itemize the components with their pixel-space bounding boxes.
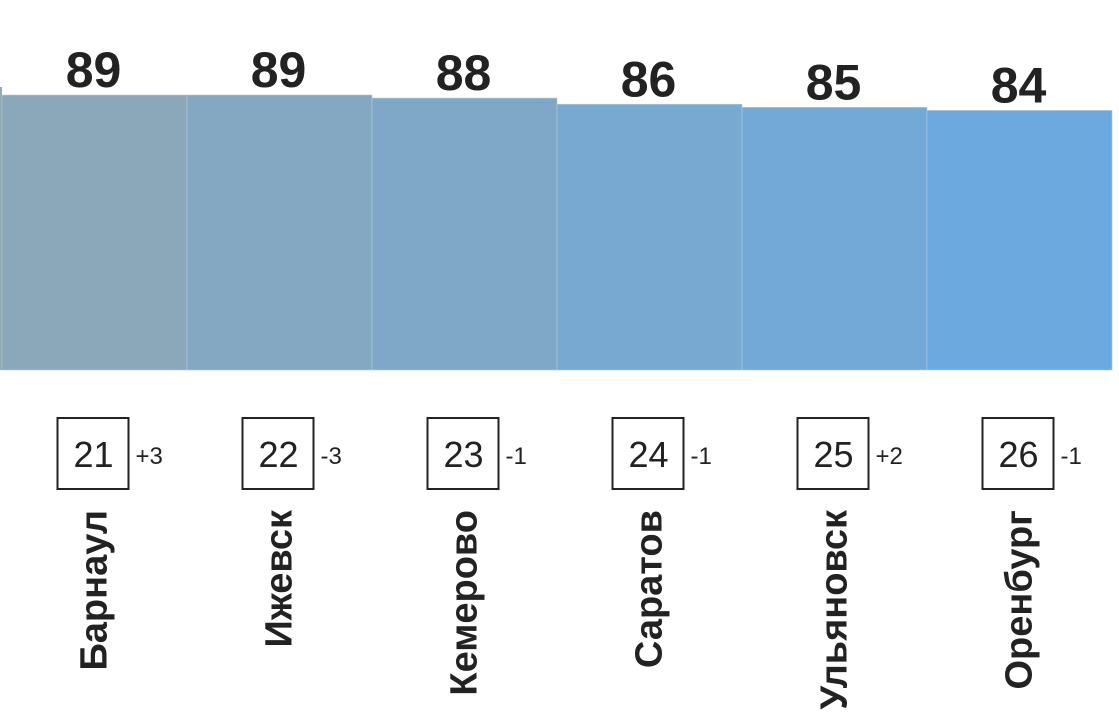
rank-label: 22 [258,434,298,475]
rank-box [426,417,500,490]
category-label: Барнаул [74,510,116,671]
rank-change-label: -1 [1061,443,1082,470]
rank-label: 21 [73,434,113,475]
value-label: 89 [251,42,307,98]
bar [741,107,928,371]
category-label: Саратов [629,510,671,668]
rank-box [796,417,870,490]
bar [556,103,743,371]
rank-change-label: -3 [321,443,342,470]
rank-box [56,417,130,490]
value-label: 88 [436,45,492,101]
rank-change-label: -1 [506,443,527,470]
value-label: 89 [66,42,122,98]
value-label: 86 [621,51,677,107]
rank-label: 23 [443,434,483,475]
value-label: 85 [806,54,862,110]
rank-change-label: -1 [691,443,712,470]
rank-label: 26 [998,434,1038,475]
rank-box [611,417,685,490]
rank-box [241,417,315,490]
rank-label: 25 [813,434,853,475]
rank-change-label: +3 [136,443,163,470]
category-label: Ижевск [259,509,301,647]
rank-box [981,417,1055,490]
bar [1,94,188,371]
category-label: Ульяновск [814,509,856,710]
bar [371,97,558,371]
bar [926,110,1113,371]
value-label: 84 [991,57,1047,113]
bar [186,94,373,371]
category-label: Оренбург [999,510,1041,690]
rank-change-label: +2 [876,443,903,470]
rank-label: 24 [628,434,668,475]
category-label: Кемерово [444,510,486,696]
partial-bar [0,87,2,370]
